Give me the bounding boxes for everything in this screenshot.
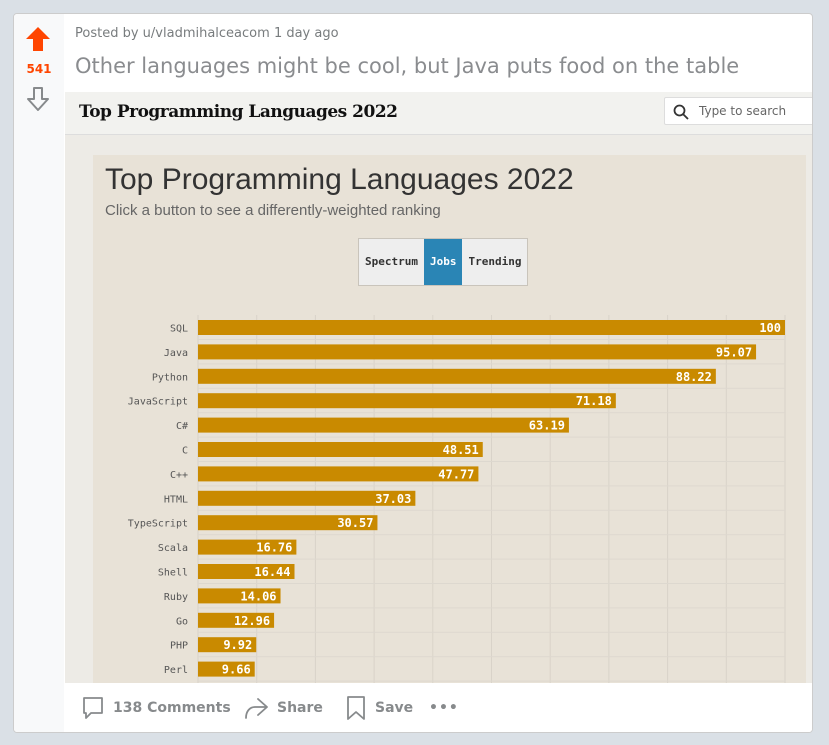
post-card[interactable]: 541 Posted by u/vladmihalceacom 1 day ag… bbox=[13, 13, 813, 733]
share-icon bbox=[245, 697, 268, 719]
value-label: 71.18 bbox=[576, 394, 612, 408]
bar bbox=[198, 344, 757, 360]
search-icon bbox=[673, 104, 689, 120]
category-label: Perl bbox=[164, 665, 188, 676]
value-label: 30.57 bbox=[337, 516, 373, 530]
value-label: 37.03 bbox=[375, 492, 411, 506]
value-label: 88.22 bbox=[676, 370, 712, 384]
ranking-button-group: Spectrum Jobs Trending bbox=[358, 238, 529, 286]
category-label: PHP bbox=[170, 641, 188, 652]
post-meta: Posted by u/vladmihalceacom 1 day ago bbox=[75, 26, 339, 41]
author-link[interactable]: u/vladmihalceacom bbox=[142, 26, 270, 41]
comment-icon bbox=[83, 696, 103, 719]
spectrum-button[interactable]: Spectrum bbox=[365, 255, 418, 268]
category-label: TypeScript bbox=[128, 519, 188, 530]
image-search-box: Type to search bbox=[664, 97, 812, 125]
bar bbox=[198, 442, 483, 457]
value-label: 95.07 bbox=[716, 345, 752, 359]
vote-column: 541 bbox=[14, 14, 64, 732]
category-label: SQL bbox=[170, 324, 188, 335]
upvote-arrow-icon[interactable] bbox=[25, 26, 51, 52]
save-label: Save bbox=[375, 699, 414, 716]
value-label: 16.44 bbox=[254, 565, 290, 579]
category-label: Shell bbox=[158, 568, 188, 579]
category-label: JavaScript bbox=[128, 397, 188, 408]
post-title[interactable]: Other languages might be cool, but Java … bbox=[75, 54, 740, 78]
bar bbox=[198, 320, 785, 335]
downvote-arrow-icon[interactable] bbox=[26, 86, 50, 112]
category-label: Java bbox=[164, 348, 188, 359]
share-label: Share bbox=[277, 699, 323, 716]
value-label: 14.06 bbox=[240, 589, 276, 603]
search-placeholder: Type to search bbox=[699, 104, 787, 118]
bar bbox=[198, 539, 297, 555]
vote-score: 541 bbox=[26, 62, 52, 76]
bar bbox=[198, 393, 616, 409]
comments-button[interactable]: 138 Comments bbox=[81, 683, 231, 732]
bar bbox=[198, 490, 416, 506]
value-label: 16.76 bbox=[256, 541, 292, 555]
category-label: C bbox=[182, 446, 188, 457]
save-button[interactable]: Save bbox=[345, 683, 413, 732]
trending-button[interactable]: Trending bbox=[468, 255, 522, 268]
category-label: Ruby bbox=[164, 592, 188, 603]
value-label: 63.19 bbox=[529, 419, 565, 433]
value-label: 100 bbox=[759, 321, 781, 335]
more-icon: ••• bbox=[429, 699, 459, 716]
chart-title: Top Programming Languages 2022 bbox=[105, 163, 574, 196]
category-label: Scala bbox=[158, 543, 188, 554]
category-label: C# bbox=[176, 421, 188, 432]
posted-by-prefix: Posted by bbox=[75, 26, 139, 41]
value-label: 12.96 bbox=[234, 614, 270, 628]
site-logo-text: Top Programming Languages 2022 bbox=[79, 102, 398, 122]
jobs-button[interactable]: Jobs bbox=[423, 239, 463, 285]
bar-chart: SQL 100 Java 95.07 Python 88.22 JavaScript 71.1… bbox=[128, 315, 786, 683]
category-label: C++ bbox=[170, 470, 188, 481]
value-label: 47.77 bbox=[438, 467, 474, 481]
post-action-bar: 138 Comments Share Save ••• bbox=[65, 683, 812, 732]
bar bbox=[198, 417, 569, 433]
chart-panel: SQL 100 Java 95.07 Python 88.22 JavaScript 71.1… bbox=[93, 155, 806, 683]
bar bbox=[198, 588, 281, 604]
bookmark-icon bbox=[347, 695, 365, 720]
bar bbox=[198, 368, 716, 384]
chart-subtitle: Click a button to see a differently-weig… bbox=[105, 202, 441, 219]
bar bbox=[198, 564, 295, 579]
bar bbox=[198, 637, 257, 653]
value-label: 48.51 bbox=[443, 443, 479, 457]
post-age: 1 day ago bbox=[273, 26, 339, 41]
bar bbox=[198, 612, 275, 628]
category-label: Go bbox=[176, 616, 188, 627]
share-button[interactable]: Share bbox=[243, 683, 323, 732]
comments-label: 138 Comments bbox=[113, 699, 231, 716]
post-image[interactable]: Top Programming Languages 2022 Type to s… bbox=[65, 92, 812, 683]
more-options-button[interactable]: ••• bbox=[429, 683, 459, 732]
value-label: 9.66 bbox=[222, 663, 251, 677]
value-label: 9.92 bbox=[223, 638, 252, 652]
category-label: HTML bbox=[164, 494, 188, 505]
bar bbox=[198, 466, 479, 482]
category-label: Python bbox=[152, 372, 188, 383]
image-site-header: Top Programming Languages 2022 Type to s… bbox=[65, 92, 812, 135]
bar bbox=[198, 515, 378, 531]
bar bbox=[198, 661, 255, 677]
